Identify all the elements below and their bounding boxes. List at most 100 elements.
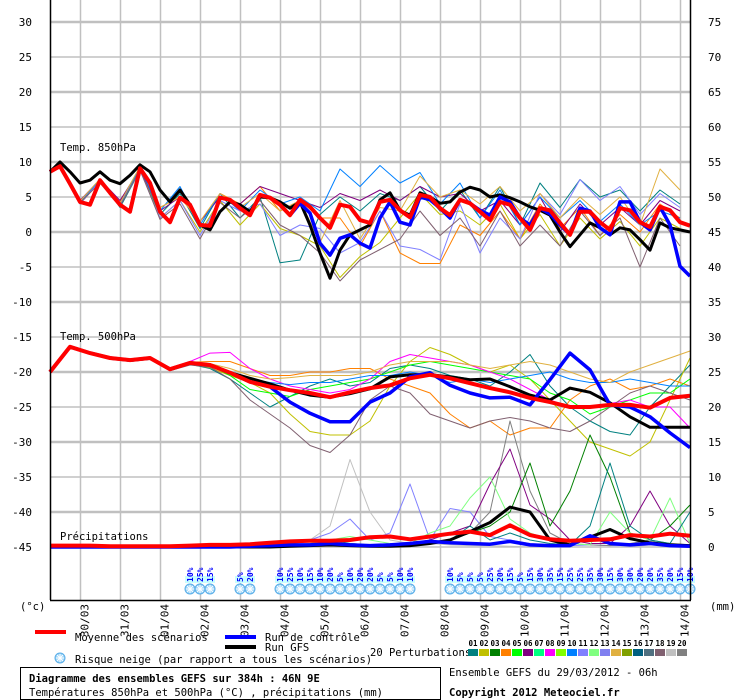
snow-risk-pct: 25% [286,567,295,582]
left-tick-label: 10 [19,156,32,169]
x-tick-label: 05/04 [319,604,332,637]
series-t500-member-18 [49,347,691,453]
snow-risk-pct: 5% [476,572,485,582]
snow-risk-pct: 10% [186,567,195,582]
snow-risk-pct: 5% [516,572,525,582]
right-tick-label: 60 [708,121,721,134]
member-id: 03 [490,639,500,648]
series-t850-gfs [48,160,691,280]
member-id: 01 [468,639,478,648]
snowflake-icon [364,583,376,595]
snow-risk-pct: 10% [346,567,355,582]
snowflake-icon [204,583,216,595]
left-tick-label: -35 [12,471,32,484]
member-id: 06 [523,639,533,648]
snow-risk-pct: 20% [246,567,255,582]
left-tick-label: -40 [12,506,32,519]
series-t850-member-06 [59,165,681,233]
snow-risk-pct: 25% [486,567,495,582]
member-color-swatch [479,649,489,656]
x-tick-label: 07/04 [399,604,412,637]
panel-label-500: Temp. 500hPa [60,331,136,343]
snowflake-icon [594,583,606,595]
snow-risk-pct: 15% [526,567,535,582]
member-id: 14 [611,639,621,648]
snow-risk-pct: 25% [566,567,575,582]
member-id: 05 [512,639,521,648]
member-id: 16 [633,639,643,648]
right-tick-label: 25 [708,366,721,379]
member-color-swatch [666,649,676,656]
member-color-swatch [501,649,511,656]
snow-risk-pct: 10% [396,567,405,582]
snow-risk-pct: 35% [656,567,665,582]
snowflake-icon [584,583,596,595]
series-precip-member-20 [50,420,691,548]
snowflake-icon [394,583,406,595]
panel-label-precip: Précipitations [60,531,149,543]
snow-risk-pct: 25% [196,567,205,582]
snowflake-icon [484,583,496,595]
snow-band [445,576,695,583]
chart-title: Diagramme des ensembles GEFS sur 384h : … [29,673,320,685]
series-lines [48,160,692,549]
snowflake-icon [184,583,196,595]
snow-risk-pct: 15% [556,567,565,582]
snow-risk-pct: 20% [646,567,655,582]
left-tick-label: -15 [12,331,32,344]
snowflake-icon [274,583,286,595]
member-color-swatch [611,649,621,656]
member-id: 09 [556,639,566,648]
snowflake-icon [294,583,306,595]
member-color-swatch [556,649,566,656]
member-color-swatch [622,649,632,656]
right-tick-label: 45 [708,226,721,239]
member-color-swatch [512,649,522,656]
series-t850-member-01 [59,167,681,264]
member-color-swatch [534,649,544,656]
snowflake-icon [194,583,206,595]
right-tick-label: 40 [708,261,721,274]
member-color-swatch [600,649,610,656]
left-tick-label: 30 [19,16,32,29]
snow-risk-pct: 5% [466,572,475,582]
snow-risk-pct: 20% [636,567,645,582]
snowflake-icon [494,583,506,595]
snowflake-icon [634,583,646,595]
right-tick-label: 75 [708,16,721,29]
snowflake-icon [404,583,416,595]
legend: Moyenne des scénarios Run de contrôle Ru… [35,630,687,666]
left-tick-label: 0 [25,226,32,239]
snow-band [235,576,255,583]
right-tick-label: 30 [708,331,721,344]
snow-risk-pct: 30% [616,567,625,582]
right-tick-label: 35 [708,296,721,309]
member-color-legend: 01 02 03 04 05 06 07 08 09 10 11 12 13 14 15 16 17 18 19 20 [468,639,687,656]
axes [49,0,692,602]
snow-risk-pct: 15% [306,567,315,582]
series-t850-member-10 [59,165,681,226]
x-tick-label: 09/04 [479,604,492,637]
snowflake-icon [344,583,356,595]
series-t850-mean [49,164,691,237]
right-unit: (mm) [710,601,735,613]
snow-risk-pct: 5% [376,572,385,582]
snowflake-icon [244,583,256,595]
series-t500-member-01 [49,347,691,436]
snow-risk-pct: 20% [666,567,675,582]
copyright: Copyright 2012 Meteociel.fr [449,687,620,699]
member-color-swatch [655,649,665,656]
snow-risk-pct: 30% [596,567,605,582]
x-tick-label: 08/04 [439,604,452,637]
member-color-swatch [523,649,533,656]
left-tick-label: 25 [19,51,32,64]
snowflake-icon [534,583,546,595]
legend-snow-label: Risque neige (par rapport a tous les scé… [75,654,372,666]
grid [50,0,690,600]
snow-risk-pct: 30% [626,567,635,582]
snowflake-icon [654,583,666,595]
snowflake-icon [614,583,626,595]
right-tick-label: 15 [708,436,721,449]
snow-risk-pct: 10% [406,567,415,582]
